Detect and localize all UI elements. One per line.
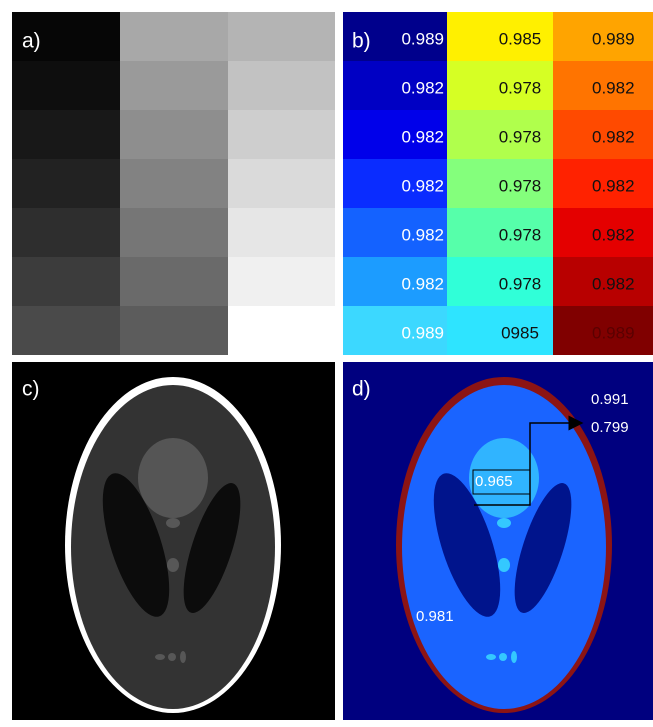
cell-value: 0.982 xyxy=(401,176,444,195)
cell-value: 0.982 xyxy=(592,225,635,244)
annotation: 0.965 xyxy=(475,473,513,490)
gray-cell xyxy=(120,12,228,61)
small-region xyxy=(168,653,176,661)
small-region xyxy=(180,651,186,663)
panel-c: c) xyxy=(12,362,335,720)
cell-value: 0.982 xyxy=(401,274,444,293)
cell-value: 0.978 xyxy=(499,176,542,195)
gray-cell xyxy=(12,306,120,355)
cell-value: 0.982 xyxy=(592,78,635,97)
cell-value: 0.982 xyxy=(592,127,635,146)
gray-cell xyxy=(12,110,120,159)
gray-cell xyxy=(120,110,228,159)
upper-region xyxy=(138,438,208,518)
small-region xyxy=(155,654,165,660)
panel-label: d) xyxy=(352,378,371,401)
gray-cell xyxy=(120,208,228,257)
cell-value: 0.978 xyxy=(499,274,542,293)
annotation: 0.981 xyxy=(416,608,454,625)
gray-cell xyxy=(228,61,335,110)
cell-value: 0.982 xyxy=(401,225,444,244)
gray-cell xyxy=(120,257,228,306)
gray-cell xyxy=(228,159,335,208)
cell-value: 0.982 xyxy=(592,274,635,293)
gray-cell xyxy=(12,61,120,110)
gray-cell xyxy=(228,257,335,306)
panel-a: a) xyxy=(12,12,335,355)
annotation: 0.991 xyxy=(591,391,629,408)
small-region xyxy=(498,558,510,572)
cell-value: 0.985 xyxy=(499,29,542,48)
gray-cell xyxy=(12,208,120,257)
small-region xyxy=(499,653,507,661)
gray-cell xyxy=(12,257,120,306)
small-region xyxy=(511,651,517,663)
page: a) 0.9890.9850.9890.9820.9780.9820.9820.… xyxy=(0,0,653,727)
gray-cell xyxy=(120,306,228,355)
panel-b: 0.989 0.985 0.989 0.982 0.978 0.982 0.982 0.978… xyxy=(343,12,653,355)
figure: a) 0.9890.9850.9890.9820.9780.9820.9820.… xyxy=(0,0,653,727)
gray-cell xyxy=(228,208,335,257)
gray-cell xyxy=(228,110,335,159)
cell-value: 0.982 xyxy=(401,127,444,146)
gray-cell xyxy=(228,12,335,61)
gray-cell xyxy=(120,159,228,208)
small-region xyxy=(167,558,179,572)
cell-value: 0.989 xyxy=(401,29,444,48)
cell-value: 0.989 xyxy=(401,323,444,342)
cell-value: 0.978 xyxy=(499,127,542,146)
panel-label: a) xyxy=(22,30,41,53)
panel-d: d) 0.991 0.799 0.965 0.981 xyxy=(343,362,653,720)
cell-value: 0.989 xyxy=(592,29,635,48)
gray-cell xyxy=(120,61,228,110)
small-region xyxy=(486,654,496,660)
cell-value: 0.982 xyxy=(401,78,444,97)
cell-value: 0.978 xyxy=(499,225,542,244)
cell-value: 0.989 xyxy=(592,323,635,342)
small-region xyxy=(497,518,511,528)
gray-cell xyxy=(228,306,335,355)
annotation: 0.799 xyxy=(591,419,629,436)
small-region xyxy=(166,518,180,528)
cell-value: 0.982 xyxy=(592,176,635,195)
panel-label: b) xyxy=(352,30,371,53)
panel-label: c) xyxy=(22,378,40,401)
cell-value: 0985 xyxy=(501,323,539,342)
cell-value: 0.978 xyxy=(499,78,542,97)
gray-cell xyxy=(12,159,120,208)
